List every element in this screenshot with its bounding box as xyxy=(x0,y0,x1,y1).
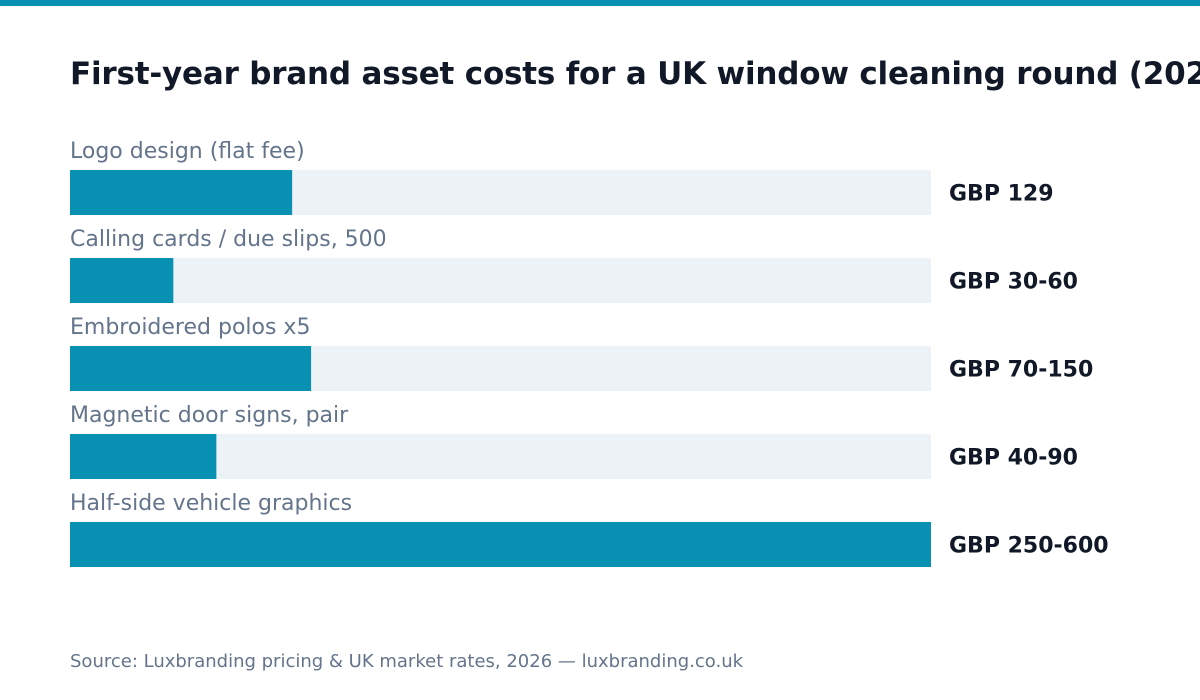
category-label: Logo design (flat fee) xyxy=(70,139,305,164)
category-label: Magnetic door signs, pair xyxy=(70,403,349,428)
top-accent-bar xyxy=(0,0,1200,6)
source-note: Source: Luxbranding pricing & UK market … xyxy=(70,651,744,672)
bar xyxy=(70,346,312,391)
category-label: Embroidered polos x5 xyxy=(70,315,310,340)
bar-track xyxy=(70,258,931,303)
category-label: Calling cards / due slips, 500 xyxy=(70,227,387,252)
bar xyxy=(70,170,293,215)
value-label: GBP 30-60 xyxy=(949,270,1078,295)
value-label: GBP 40-90 xyxy=(949,446,1078,471)
value-label: GBP 70-150 xyxy=(949,358,1093,383)
bar xyxy=(70,434,217,479)
value-label: GBP 250-600 xyxy=(949,534,1109,559)
chart-title: First-year brand asset costs for a UK wi… xyxy=(70,56,1200,92)
category-label: Half-side vehicle graphics xyxy=(70,491,352,516)
bar xyxy=(70,258,174,303)
value-label: GBP 129 xyxy=(949,182,1054,207)
bar xyxy=(70,522,931,567)
